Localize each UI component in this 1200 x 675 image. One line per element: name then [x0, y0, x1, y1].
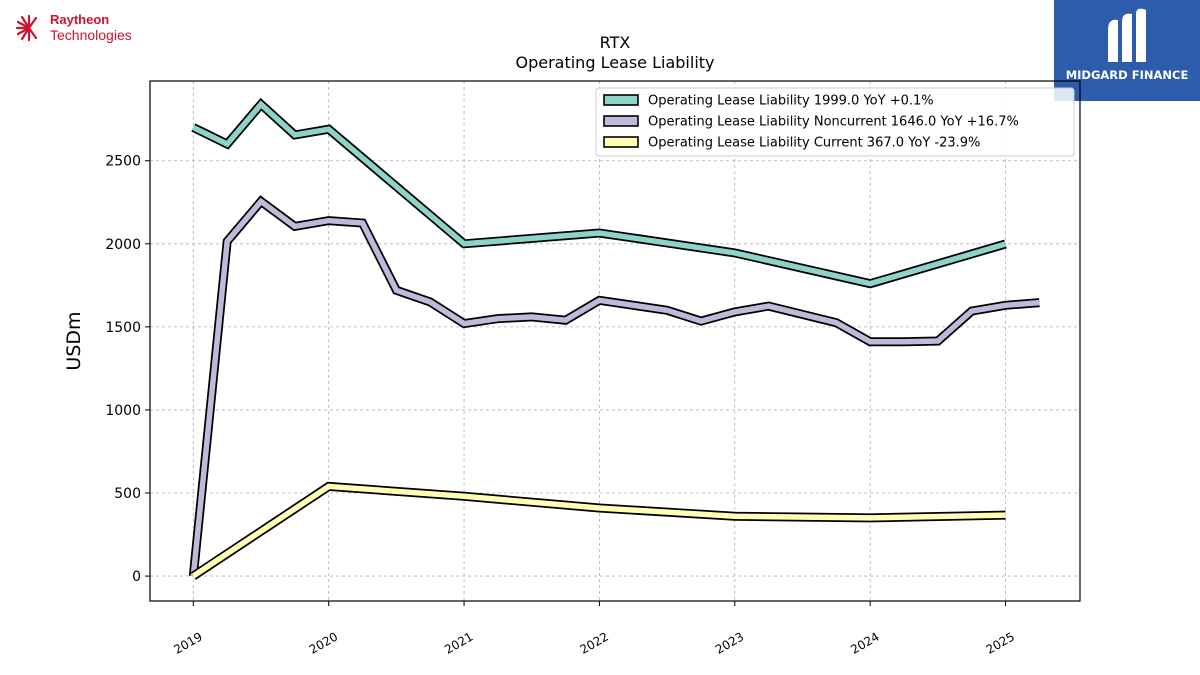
legend-box: [595, 87, 1075, 157]
raytheon-logo: Raytheon Technologies: [14, 12, 154, 46]
legend-label-0: Operating Lease Liability 1999.0 YoY +0.…: [648, 94, 934, 109]
series-line-2: [191, 483, 1006, 579]
legend-label-1: Operating Lease Liability Noncurrent 164…: [648, 115, 1019, 130]
raytheon-burst-icon: [15, 14, 38, 42]
x-tick-label: 2024: [848, 629, 881, 656]
legend-label-2: Operating Lease Liability Current 367.0 …: [648, 136, 980, 151]
y-tick-label: 2000: [105, 237, 141, 253]
brand-subname: Technologies: [50, 27, 132, 43]
y-tick-label: 1000: [105, 403, 141, 419]
legend-swatch-2: [603, 136, 639, 148]
series-line-0: [192, 100, 1007, 287]
x-tick-label: 2020: [307, 629, 340, 656]
chart-subtitle: Operating Lease Liability: [515, 53, 715, 72]
x-tick-label: 2021: [442, 629, 475, 656]
y-tick-label: 2500: [105, 154, 141, 170]
plot-frame: [149, 80, 1081, 602]
x-tick-label: 2023: [713, 629, 746, 656]
badge-text: MIDGARD FINANCE: [1065, 68, 1189, 82]
y-axis-label: USDm: [63, 311, 85, 370]
midgard-finance-badge: MIDGARD FINANCE: [1054, 0, 1200, 101]
y-tick-label: 500: [114, 486, 141, 502]
legend-swatch-0: [603, 94, 639, 106]
series-line-1: [190, 197, 1040, 577]
y-tick-label: 0: [132, 569, 141, 585]
chart-title: RTX: [599, 33, 631, 52]
y-tick-label: 1500: [105, 320, 141, 336]
legend-swatch-1: [603, 115, 639, 127]
midgard-logo-icon: [1108, 8, 1146, 63]
x-tick-label: 2025: [984, 629, 1017, 656]
x-tick-label: 2019: [171, 629, 204, 656]
x-tick-label: 2022: [577, 629, 610, 656]
brand-name: Raytheon: [50, 12, 110, 27]
